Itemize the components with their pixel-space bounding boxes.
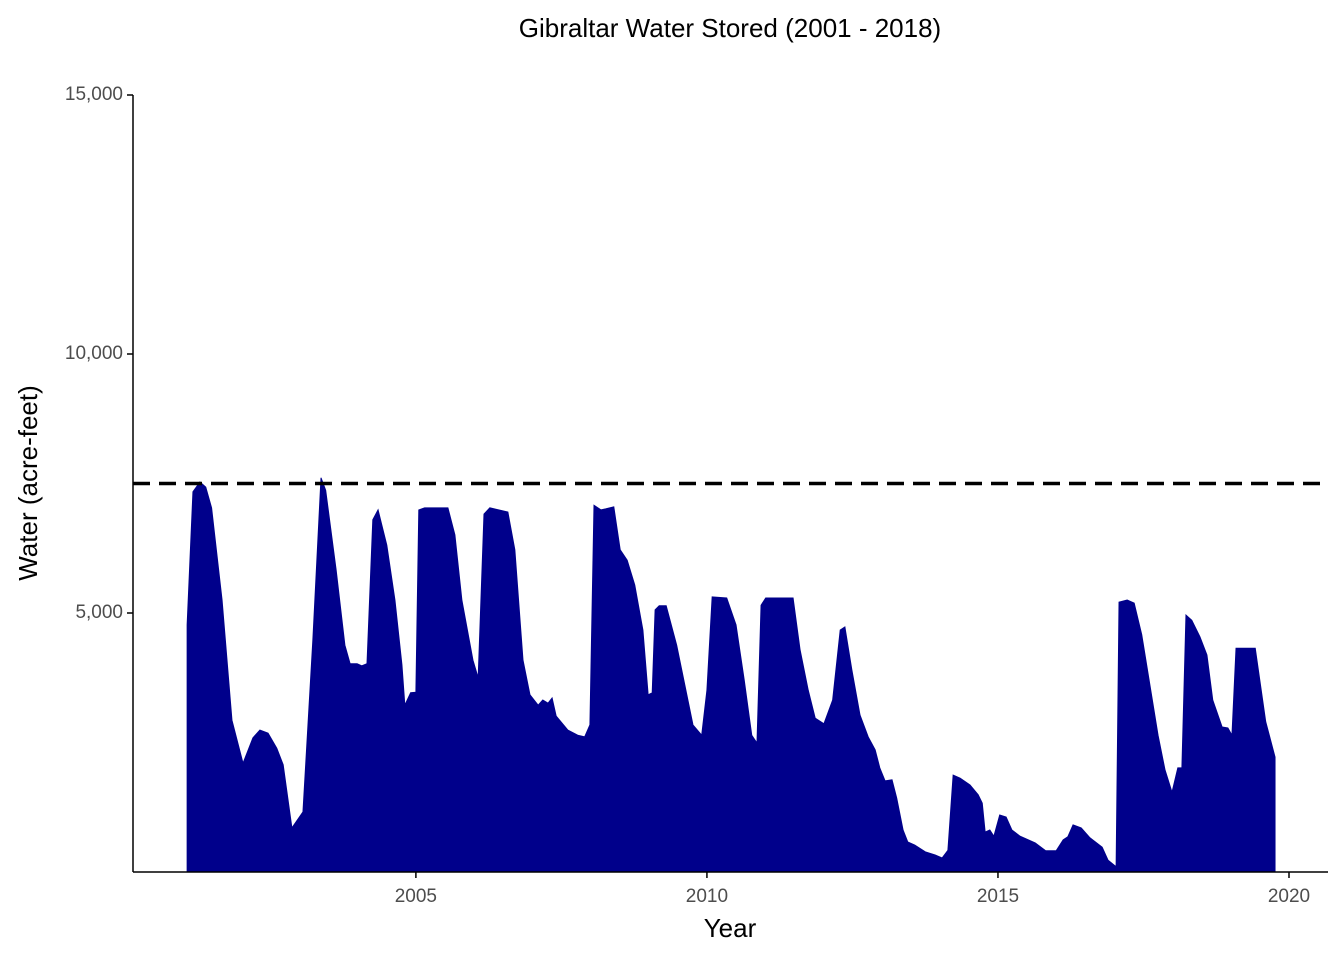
x-tick-label: 2005: [395, 886, 437, 907]
y-axis-title: Water (acre-feet): [13, 385, 43, 581]
y-tick-label: 5,000: [75, 602, 123, 623]
area: [186, 477, 1276, 873]
y-tick-label: 10,000: [65, 343, 123, 364]
x-tick-label: 2020: [1268, 886, 1310, 907]
x-tick-label: 2015: [977, 886, 1019, 907]
chart-title: Gibraltar Water Stored (2001 - 2018): [519, 13, 941, 43]
x-axis-title: Year: [704, 913, 757, 943]
y-tick-label: 15,000: [65, 84, 123, 105]
x-tick-label: 2010: [686, 886, 728, 907]
